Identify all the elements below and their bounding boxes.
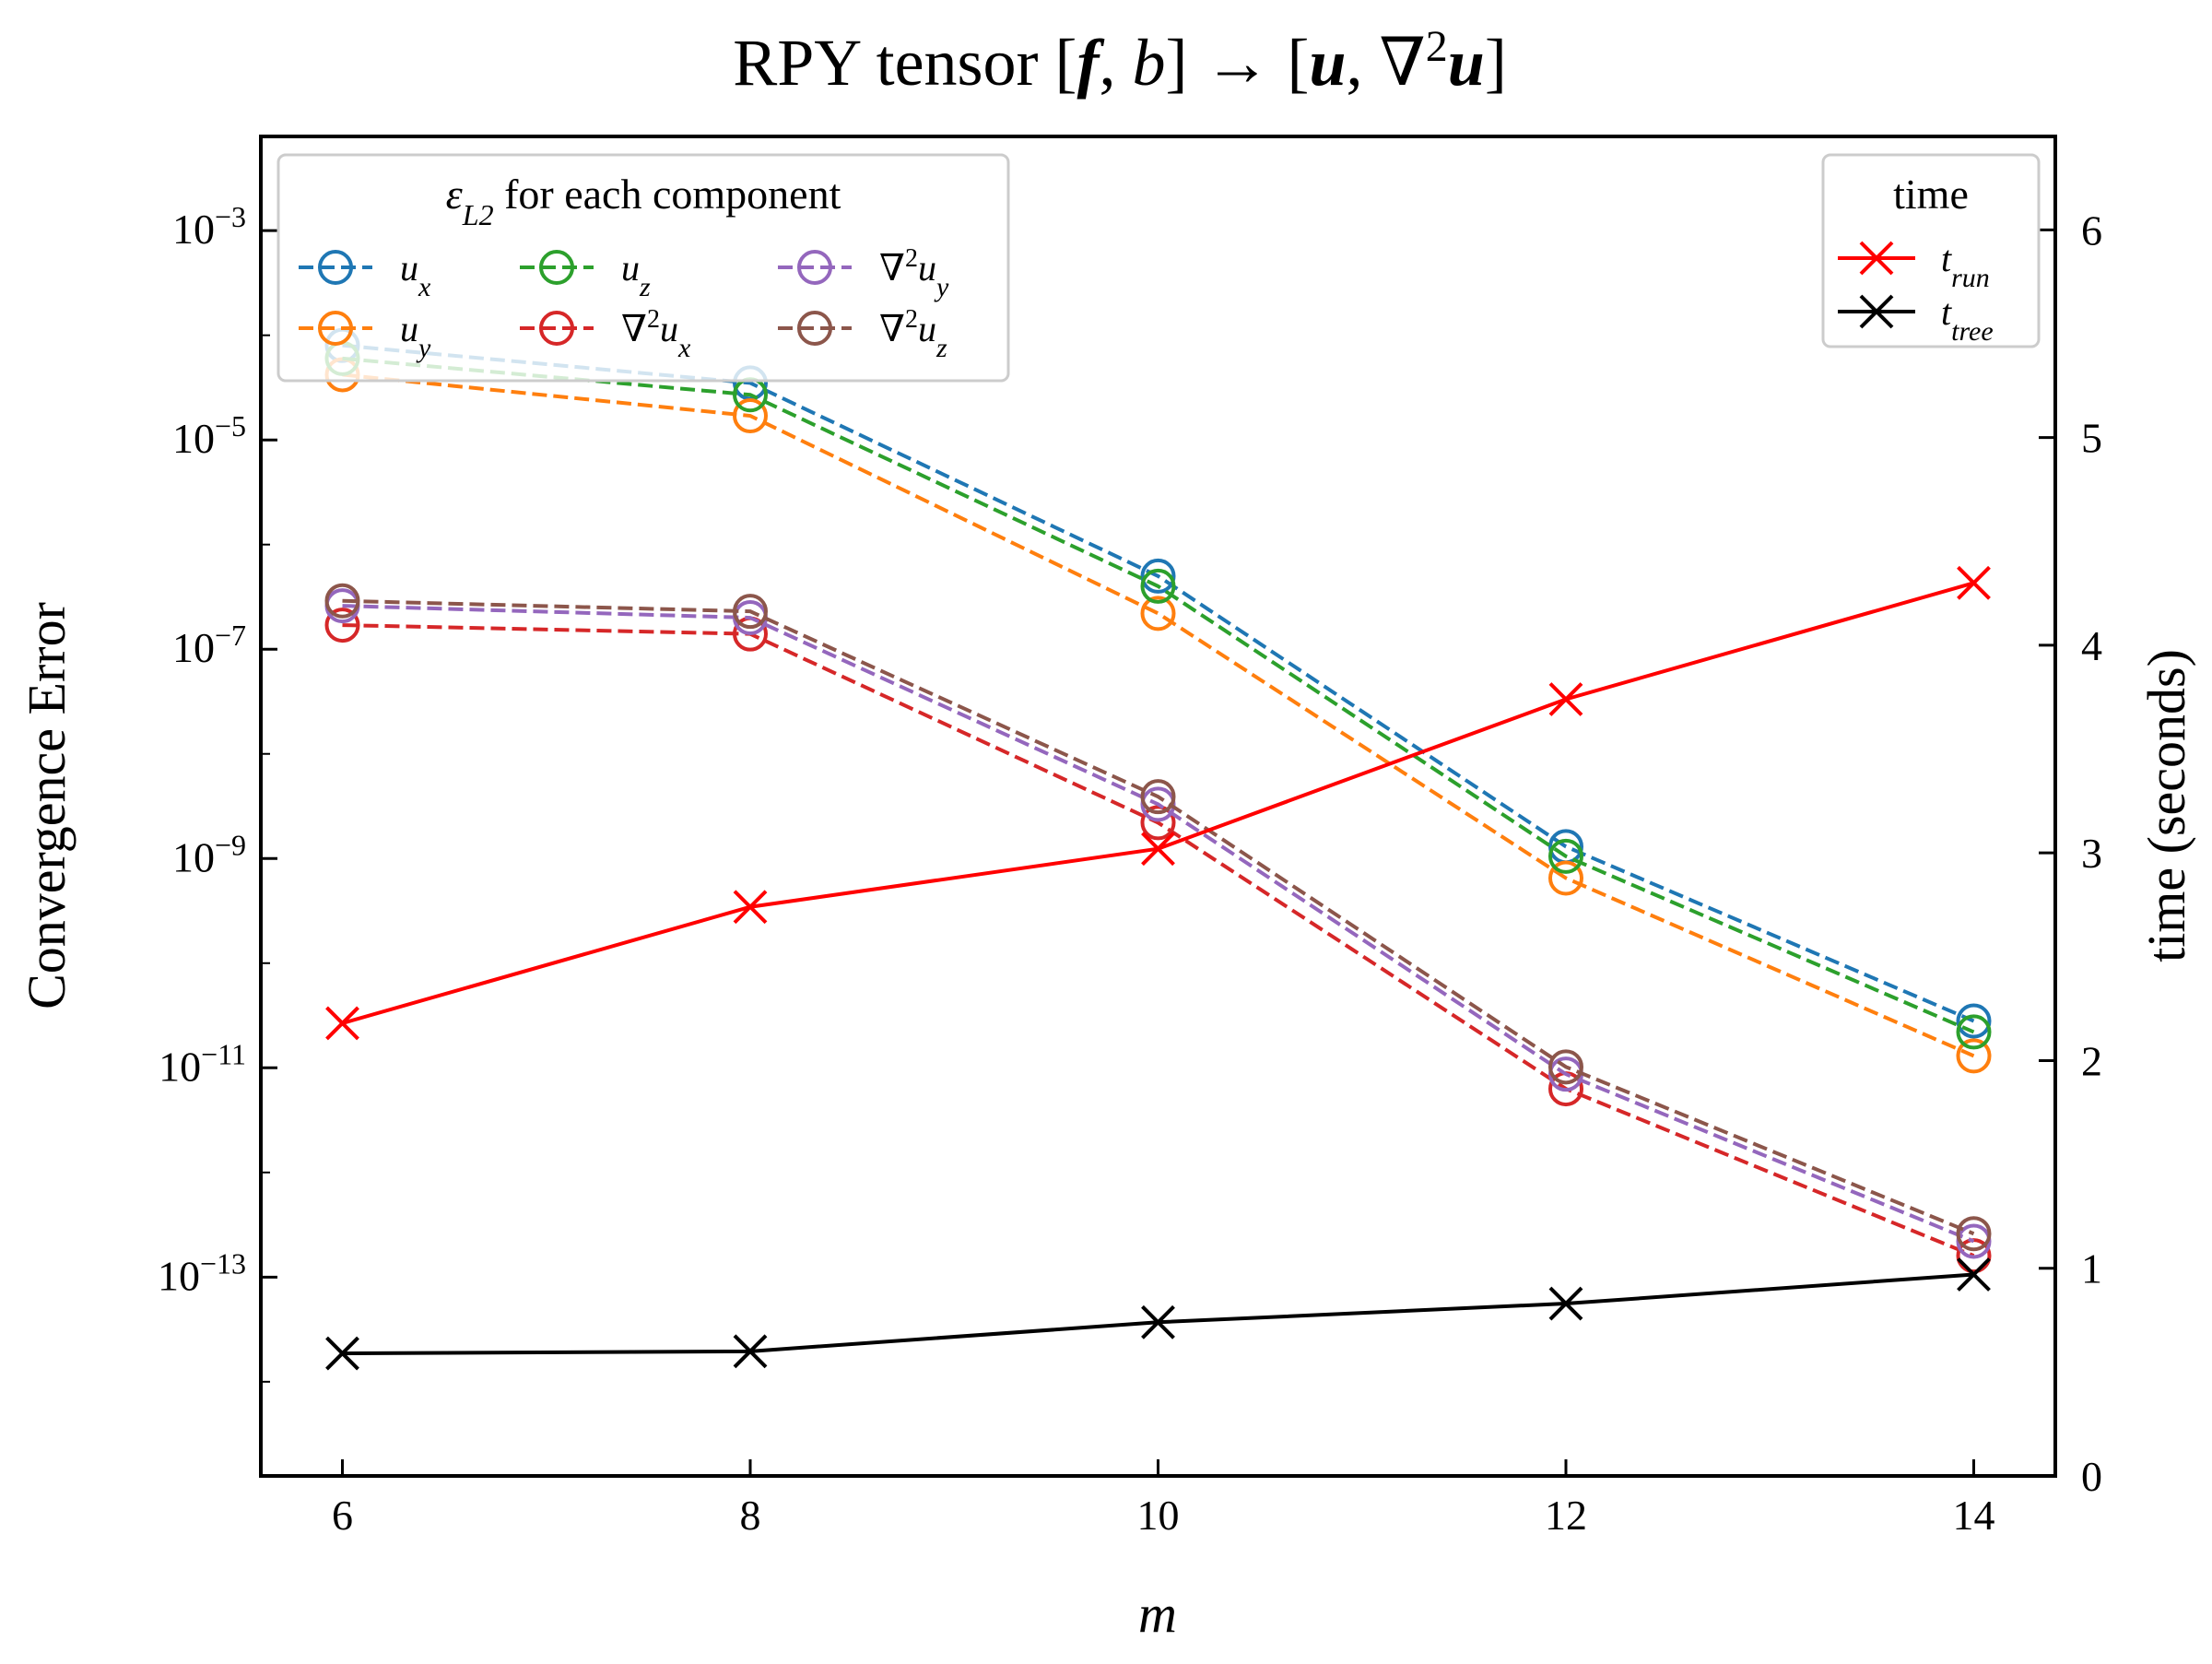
error-line-u_y	[342, 372, 1975, 1058]
error-point-∇²u_z	[1956, 1216, 1992, 1252]
time-point-t_run	[1548, 682, 1583, 716]
x-tick-label: 6	[332, 1492, 353, 1539]
x-tick-label: 12	[1545, 1492, 1587, 1539]
error-line-u_x	[342, 343, 1975, 1023]
y-right-tick-label: 2	[2081, 1037, 2102, 1084]
error-line-∇²u_x	[342, 623, 1975, 1258]
y-left-tick-label: 10−5	[172, 409, 246, 462]
error-point-u_z	[1956, 1014, 1992, 1050]
y-left-tick-label: 10−11	[159, 1037, 246, 1090]
error-point-∇²u_z	[1548, 1049, 1583, 1085]
y-axis-label-right: time (seconds)	[2136, 649, 2196, 962]
y-axis-label-left: Convergence Error	[17, 602, 76, 1009]
y-right-tick-label: 5	[2081, 415, 2102, 462]
x-axis-label: m	[1138, 1584, 1177, 1644]
y-left-tick-label: 10−3	[172, 200, 246, 253]
error-point-u_y	[1548, 860, 1583, 896]
time-line-t_tree	[342, 1272, 1974, 1356]
x-tick-label: 8	[740, 1492, 761, 1539]
legend-label-t_run: trun	[1941, 238, 1990, 293]
legend-marker-∇²u_z	[797, 311, 832, 346]
legend-marker-∇²u_y	[797, 250, 832, 285]
error-point-∇²u_z	[733, 594, 768, 630]
time-point-t_run	[1141, 832, 1175, 867]
legend-label-∇²u_x: ∇2ux	[621, 305, 691, 363]
time-point-t_tree	[1548, 1286, 1583, 1321]
time-point-t_run	[325, 1006, 359, 1041]
error-line-∇²u_z	[342, 598, 1975, 1236]
x-tick-label: 14	[1953, 1492, 1995, 1539]
error-point-u_y	[1956, 1038, 1992, 1074]
y-right-tick-label: 6	[2081, 207, 2102, 254]
y-right-tick-label: 1	[2081, 1245, 2102, 1292]
time-point-t_tree	[1141, 1304, 1175, 1339]
error-point-u_y	[1140, 596, 1176, 631]
error-point-∇²u_z	[1140, 779, 1176, 815]
y-right-tick-label: 0	[2081, 1453, 2102, 1500]
error-point-∇²u_x	[1140, 805, 1176, 841]
legend-label-u_y: uy	[400, 308, 431, 363]
chart-title: RPY tensor [f, b] → [u, ∇2u]	[733, 22, 1507, 100]
y-left-tick-label: 10−7	[172, 619, 246, 671]
y-right-tick-label: 3	[2081, 830, 2102, 877]
legend-time-title: time	[1893, 171, 1969, 218]
error-point-u_y	[733, 398, 768, 434]
error-line-∇²u_y	[342, 604, 1975, 1244]
legend-time-box	[1821, 153, 2041, 348]
time-point-t_tree	[733, 1334, 768, 1369]
legend-marker-u_z	[539, 250, 574, 285]
y-right-tick-label: 4	[2081, 622, 2102, 669]
time-point-t_run	[1957, 565, 1991, 600]
time-point-t_run	[733, 890, 768, 925]
x-tick-label: 10	[1137, 1492, 1180, 1539]
legend-marker-u_x	[318, 250, 353, 285]
error-point-u_z	[1548, 838, 1583, 874]
legend-label-∇²u_y: ∇2uy	[879, 244, 949, 302]
legend-label-u_z: uz	[621, 247, 651, 302]
y-left-tick-label: 10−13	[158, 1246, 246, 1299]
legend-marker-∇²u_x	[539, 311, 574, 346]
legend-marker-t_tree	[1859, 294, 1894, 329]
error-line-u_z	[342, 356, 1975, 1034]
legend-marker-u_y	[318, 311, 353, 346]
error-point-u_x	[1140, 558, 1176, 594]
time-point-t_tree	[325, 1336, 359, 1371]
legend-error-title: εL2 for each component	[446, 171, 841, 231]
legend-label-u_x: ux	[400, 247, 431, 302]
error-point-u_z	[1140, 568, 1176, 604]
error-point-u_x	[1956, 1003, 1992, 1039]
error-point-∇²u_z	[324, 583, 360, 619]
legend-label-t_tree: ttree	[1941, 291, 1994, 347]
legend-marker-t_run	[1859, 241, 1894, 276]
time-point-t_tree	[1957, 1257, 1991, 1292]
y-left-tick-label: 10−9	[172, 828, 246, 880]
error-point-∇²u_x	[324, 608, 360, 643]
legend-label-∇²u_z: ∇2uz	[879, 305, 947, 363]
legend-error-box	[276, 153, 1010, 383]
